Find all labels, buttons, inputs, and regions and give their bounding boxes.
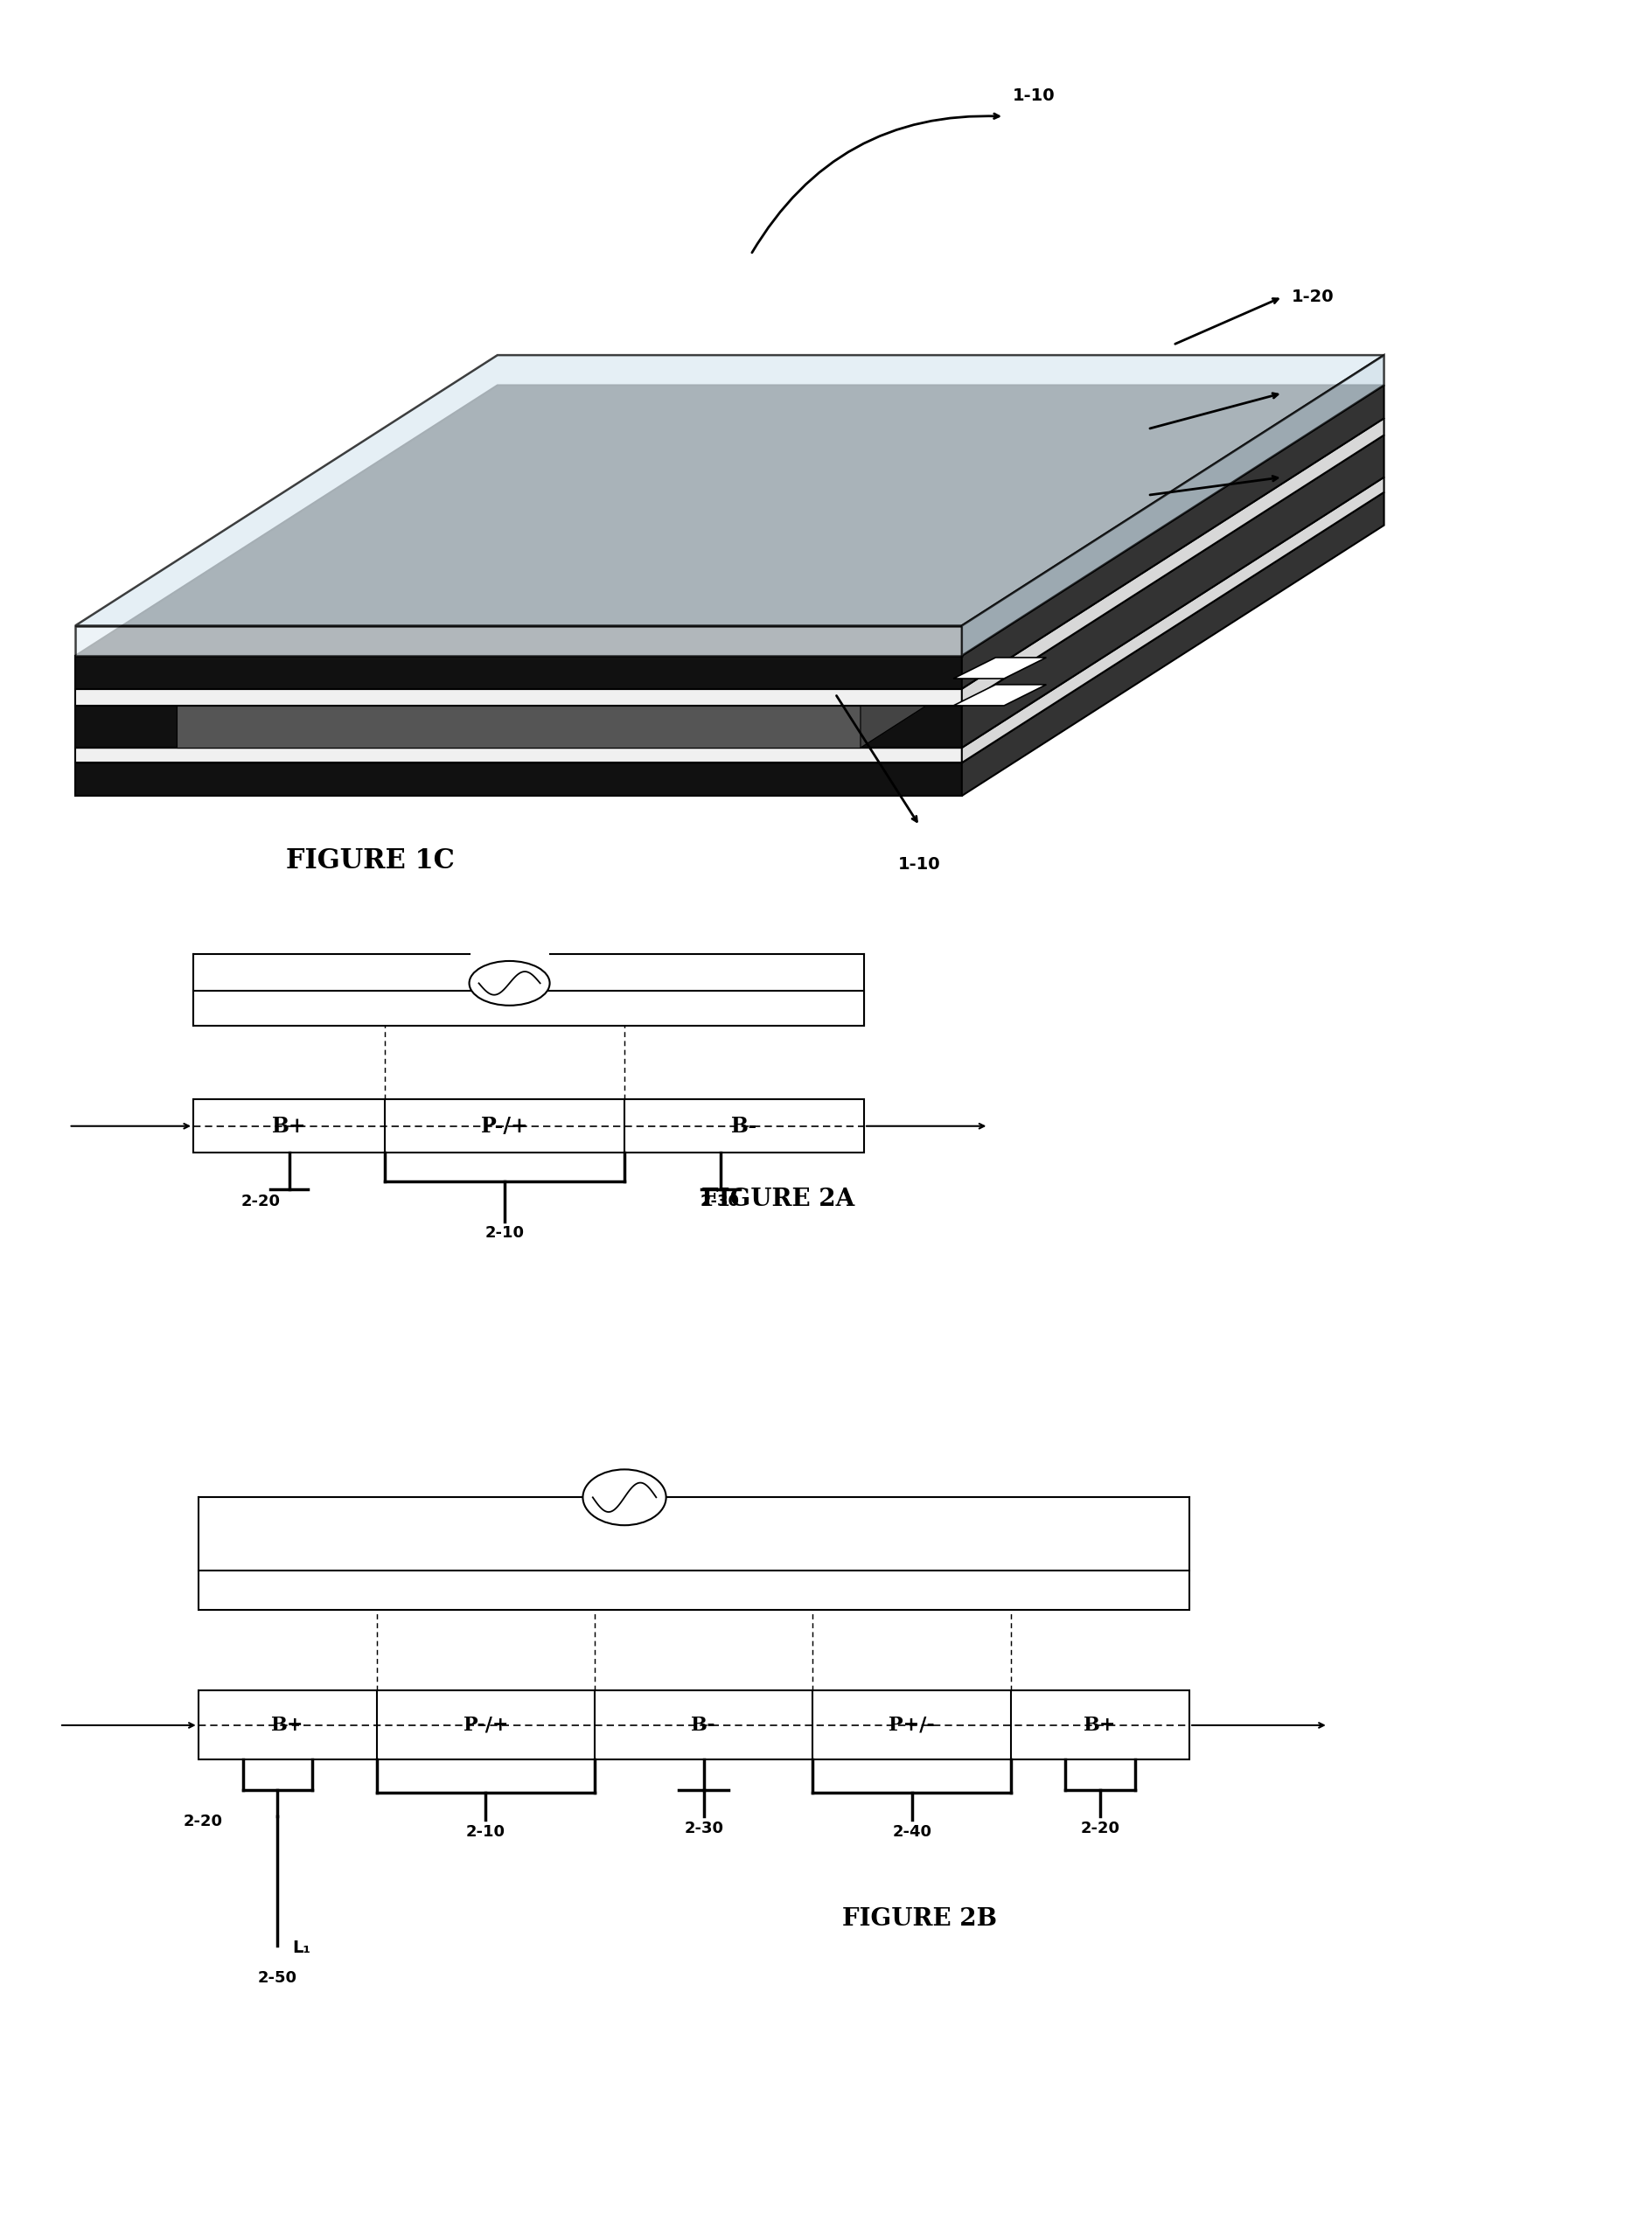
Text: B+: B+ bbox=[271, 1717, 304, 1734]
Polygon shape bbox=[961, 492, 1384, 795]
Polygon shape bbox=[177, 707, 861, 749]
Polygon shape bbox=[76, 707, 961, 749]
Polygon shape bbox=[76, 689, 961, 707]
Text: 1-30: 1-30 bbox=[1292, 385, 1333, 401]
Text: FIGURE 1C: FIGURE 1C bbox=[286, 846, 454, 875]
Text: 2-20: 2-20 bbox=[183, 1814, 223, 1830]
Polygon shape bbox=[961, 476, 1384, 762]
Polygon shape bbox=[861, 434, 1282, 749]
Text: P+/-: P+/- bbox=[889, 1717, 935, 1734]
Text: 2-50: 2-50 bbox=[258, 1969, 297, 1987]
Text: P-/+: P-/+ bbox=[481, 1116, 529, 1136]
Text: FIGURE 2B: FIGURE 2B bbox=[843, 1907, 998, 1931]
Text: B-: B- bbox=[732, 1116, 757, 1136]
Text: 1-20: 1-20 bbox=[1292, 288, 1333, 306]
Text: B-: B- bbox=[691, 1717, 717, 1734]
Text: FIGURE 2A: FIGURE 2A bbox=[700, 1187, 854, 1212]
Text: 2-20: 2-20 bbox=[241, 1194, 281, 1209]
Polygon shape bbox=[76, 749, 961, 762]
Bar bbox=[193, 990, 864, 1026]
Polygon shape bbox=[953, 684, 1046, 707]
Polygon shape bbox=[76, 354, 1384, 625]
Bar bbox=[198, 1570, 1189, 1610]
Polygon shape bbox=[76, 385, 1384, 656]
Polygon shape bbox=[953, 658, 1046, 678]
Text: 1-10: 1-10 bbox=[899, 855, 942, 873]
Circle shape bbox=[583, 1469, 666, 1526]
Polygon shape bbox=[961, 419, 1384, 707]
Text: 2-30: 2-30 bbox=[700, 1194, 740, 1209]
Polygon shape bbox=[961, 354, 1384, 656]
Text: 1-20: 1-20 bbox=[1292, 470, 1333, 485]
Polygon shape bbox=[76, 419, 1384, 689]
Polygon shape bbox=[76, 625, 961, 656]
Polygon shape bbox=[76, 476, 1384, 749]
Polygon shape bbox=[76, 434, 1384, 707]
Circle shape bbox=[469, 961, 550, 1006]
Bar bbox=[198, 1690, 1189, 1761]
Text: 2-20: 2-20 bbox=[1080, 1821, 1120, 1836]
Text: B+: B+ bbox=[1084, 1717, 1117, 1734]
Polygon shape bbox=[961, 434, 1384, 749]
Text: 2-40: 2-40 bbox=[892, 1823, 932, 1841]
Text: 1-10: 1-10 bbox=[1013, 89, 1056, 104]
Text: 2-10: 2-10 bbox=[486, 1225, 524, 1240]
Polygon shape bbox=[76, 762, 961, 795]
Polygon shape bbox=[76, 656, 961, 689]
Bar bbox=[193, 1099, 864, 1152]
Text: 2-30: 2-30 bbox=[684, 1821, 724, 1836]
Polygon shape bbox=[961, 385, 1384, 689]
Polygon shape bbox=[76, 492, 1384, 762]
Polygon shape bbox=[177, 434, 1282, 707]
Text: L₁: L₁ bbox=[292, 1940, 311, 1956]
Text: B+: B+ bbox=[273, 1116, 306, 1136]
Text: P-/+: P-/+ bbox=[463, 1717, 509, 1734]
Text: 2-10: 2-10 bbox=[466, 1823, 506, 1841]
